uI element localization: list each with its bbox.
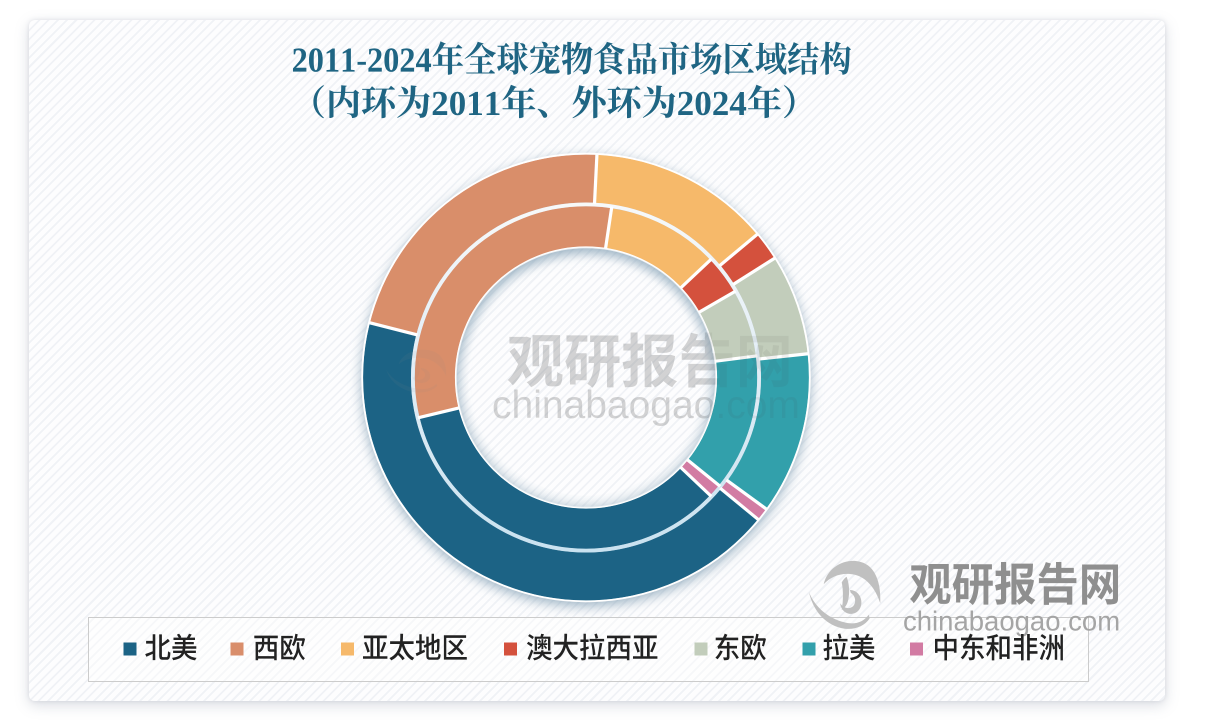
svg-text:chinabaogao.com: chinabaogao.com: [903, 606, 1120, 637]
